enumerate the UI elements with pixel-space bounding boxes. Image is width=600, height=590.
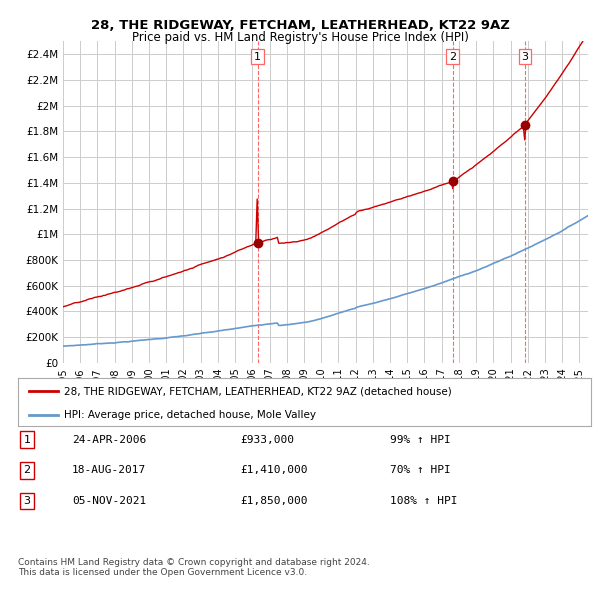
Text: Contains HM Land Registry data © Crown copyright and database right 2024.
This d: Contains HM Land Registry data © Crown c… — [18, 558, 370, 577]
Text: Price paid vs. HM Land Registry's House Price Index (HPI): Price paid vs. HM Land Registry's House … — [131, 31, 469, 44]
Text: £933,000: £933,000 — [240, 435, 294, 444]
Text: 3: 3 — [521, 51, 529, 61]
Text: £1,850,000: £1,850,000 — [240, 496, 308, 506]
Text: 3: 3 — [23, 496, 31, 506]
Text: £1,410,000: £1,410,000 — [240, 466, 308, 475]
Text: 1: 1 — [254, 51, 261, 61]
Text: 24-APR-2006: 24-APR-2006 — [72, 435, 146, 444]
Text: 70% ↑ HPI: 70% ↑ HPI — [390, 466, 451, 475]
Text: HPI: Average price, detached house, Mole Valley: HPI: Average price, detached house, Mole… — [64, 410, 316, 420]
Text: 28, THE RIDGEWAY, FETCHAM, LEATHERHEAD, KT22 9AZ: 28, THE RIDGEWAY, FETCHAM, LEATHERHEAD, … — [91, 19, 509, 32]
Text: 108% ↑ HPI: 108% ↑ HPI — [390, 496, 458, 506]
Text: 28, THE RIDGEWAY, FETCHAM, LEATHERHEAD, KT22 9AZ (detached house): 28, THE RIDGEWAY, FETCHAM, LEATHERHEAD, … — [64, 386, 452, 396]
Text: 99% ↑ HPI: 99% ↑ HPI — [390, 435, 451, 444]
Text: 2: 2 — [23, 466, 31, 475]
Text: 18-AUG-2017: 18-AUG-2017 — [72, 466, 146, 475]
Text: 2: 2 — [449, 51, 456, 61]
Text: 1: 1 — [23, 435, 31, 444]
Text: 05-NOV-2021: 05-NOV-2021 — [72, 496, 146, 506]
